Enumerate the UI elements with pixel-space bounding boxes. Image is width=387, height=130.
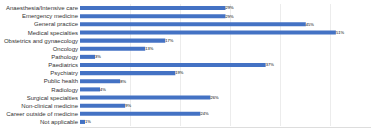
svg-text:26%: 26% <box>210 95 219 100</box>
svg-text:29%: 29% <box>226 14 235 19</box>
svg-text:Obstetrics and gynaecology: Obstetrics and gynaecology <box>4 38 78 44</box>
svg-text:Oncology: Oncology <box>53 46 78 52</box>
svg-text:Emergency medicine: Emergency medicine <box>22 13 79 19</box>
svg-text:1%: 1% <box>85 119 91 124</box>
svg-text:Medical specialties: Medical specialties <box>28 30 78 36</box>
svg-text:9%: 9% <box>125 103 131 108</box>
svg-text:51%: 51% <box>336 30 345 35</box>
svg-text:24%: 24% <box>200 111 209 116</box>
svg-text:13%: 13% <box>145 46 154 51</box>
svg-text:3%: 3% <box>95 54 101 59</box>
svg-text:19%: 19% <box>175 70 184 75</box>
svg-text:37%: 37% <box>266 62 275 67</box>
svg-text:Anaesthesia/Intensive care: Anaesthesia/Intensive care <box>6 5 79 11</box>
svg-text:4%: 4% <box>100 87 106 92</box>
svg-text:Public health: Public health <box>44 78 78 84</box>
svg-text:Surgical specialties: Surgical specialties <box>27 95 78 101</box>
svg-text:29%: 29% <box>226 5 235 10</box>
svg-text:Not applicable: Not applicable <box>40 119 79 125</box>
svg-text:45%: 45% <box>306 22 315 27</box>
svg-text:Paediatrics: Paediatrics <box>48 62 78 68</box>
svg-text:Radiology: Radiology <box>51 87 78 93</box>
svg-text:17%: 17% <box>165 38 174 43</box>
svg-text:Non-clinical medicine: Non-clinical medicine <box>21 103 78 109</box>
svg-text:General practice: General practice <box>34 21 79 27</box>
svg-text:Psychiatry: Psychiatry <box>50 70 78 76</box>
svg-text:Career outside of medicine: Career outside of medicine <box>6 111 78 117</box>
svg-text:8%: 8% <box>120 79 126 84</box>
svg-text:Pathology: Pathology <box>51 54 78 60</box>
